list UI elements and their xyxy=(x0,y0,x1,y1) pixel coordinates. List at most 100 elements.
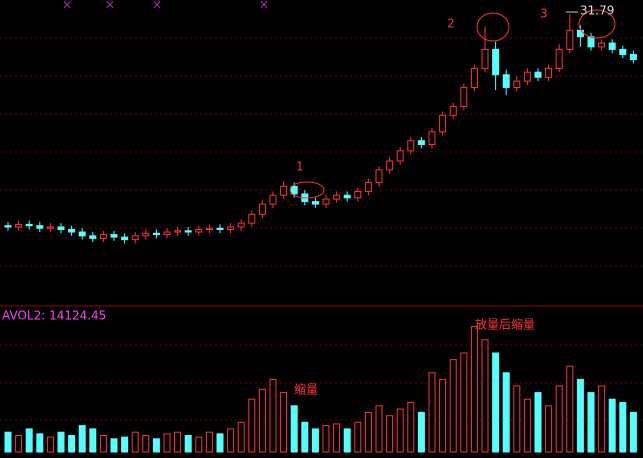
volume-bar xyxy=(364,411,372,453)
volume-bar xyxy=(78,425,86,453)
candle-body xyxy=(142,232,150,237)
volume-bar xyxy=(269,378,277,453)
candle-body xyxy=(502,74,510,88)
volume-bar xyxy=(131,431,139,453)
candle-body xyxy=(205,227,213,230)
volume-bar xyxy=(545,405,553,453)
candle-body xyxy=(25,223,33,227)
volume-bar xyxy=(110,438,118,453)
candle-body xyxy=(237,222,245,228)
volume-bar xyxy=(629,411,637,453)
marker: × xyxy=(152,0,162,12)
volume-bar xyxy=(195,436,203,453)
candle-body xyxy=(513,80,521,88)
volume-bar xyxy=(439,378,447,453)
volume-bar xyxy=(99,435,107,453)
volume-bar xyxy=(301,421,309,453)
volume-bar xyxy=(258,388,266,453)
volume-bar xyxy=(576,378,584,453)
volume-bar xyxy=(417,411,425,453)
volume-bar xyxy=(46,436,54,453)
volume-bar xyxy=(227,428,235,453)
volume-bar xyxy=(311,428,319,453)
grid xyxy=(0,37,643,421)
candle-body xyxy=(587,36,595,48)
volume-bar xyxy=(354,421,362,453)
volume-bar xyxy=(68,435,76,453)
candle-body xyxy=(68,228,76,233)
candle-body xyxy=(449,105,457,116)
candle-body xyxy=(576,29,584,38)
volume-bar xyxy=(375,405,383,453)
marker: × xyxy=(105,0,115,12)
volume-bar xyxy=(513,385,521,453)
candle-body xyxy=(555,48,563,69)
volume-bar xyxy=(428,372,436,453)
volume-bar xyxy=(460,352,468,453)
volume-bar xyxy=(57,431,65,453)
volume-bar xyxy=(121,436,129,453)
volume-bar xyxy=(174,431,182,453)
volume-bar xyxy=(25,428,33,453)
annotation: 1 xyxy=(296,160,304,174)
annotation: 放量后缩量 xyxy=(475,317,535,332)
volume-bar xyxy=(386,415,394,453)
volume-bar xyxy=(566,365,574,453)
candle-body xyxy=(258,203,266,215)
candle-body xyxy=(354,190,362,199)
volume-bar xyxy=(237,421,245,453)
candle-body xyxy=(121,236,129,241)
candle-body xyxy=(290,185,298,195)
candle-body xyxy=(46,226,54,229)
volume-bar xyxy=(555,385,563,453)
volume-bar xyxy=(248,398,256,453)
candle-body xyxy=(280,185,288,196)
volume-label: AVOL2: 14124.45 xyxy=(2,309,106,323)
candle-body xyxy=(333,194,341,200)
volume-bar xyxy=(322,425,330,453)
markers: × × × × xyxy=(62,0,269,12)
candle-body xyxy=(89,235,97,239)
volume-bar xyxy=(481,339,489,453)
candle-body xyxy=(152,232,160,236)
volume-bar xyxy=(534,392,542,453)
candle-body xyxy=(523,71,531,82)
candle-body xyxy=(227,226,235,230)
candle-body xyxy=(248,213,256,224)
candle-body xyxy=(608,42,616,50)
volume-bar xyxy=(36,433,44,453)
volume-bar xyxy=(396,408,404,453)
highlight-circle xyxy=(476,12,510,42)
candle-body xyxy=(492,48,500,76)
volume-bar xyxy=(184,435,192,453)
volume-bar xyxy=(492,352,500,453)
candle-body xyxy=(57,226,65,230)
highlight-circle xyxy=(289,181,325,199)
candle-body xyxy=(428,131,436,146)
highlight-circle xyxy=(578,9,616,39)
candle-body xyxy=(343,194,351,199)
volume-bar xyxy=(608,398,616,453)
candle-body xyxy=(460,86,468,107)
candle-body xyxy=(545,67,553,78)
candle-body xyxy=(184,230,192,233)
candle-body xyxy=(15,223,23,228)
candle-body xyxy=(216,227,224,230)
candle-body xyxy=(110,234,118,238)
volume-bar xyxy=(333,423,341,453)
volume-bar xyxy=(142,435,150,453)
candle-body xyxy=(322,198,330,205)
candle-body xyxy=(470,67,478,88)
candle-body xyxy=(566,29,574,50)
volume-bar xyxy=(449,359,457,453)
candle-body xyxy=(131,235,139,241)
volume-bar xyxy=(587,392,595,453)
volume-bar xyxy=(89,428,97,453)
candle-body xyxy=(36,225,44,229)
candle-body xyxy=(481,48,489,69)
volume-bar xyxy=(152,438,160,453)
candle-body xyxy=(311,201,319,205)
candle-body xyxy=(629,53,637,61)
